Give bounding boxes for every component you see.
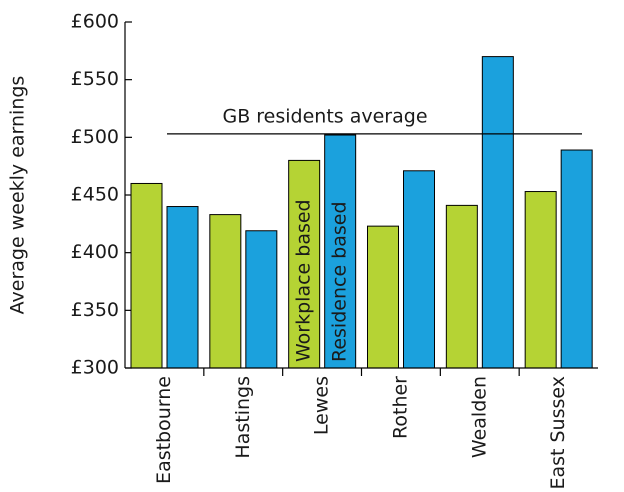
y-tick-label: £500 xyxy=(71,126,119,148)
reference-label: GB residents average xyxy=(222,105,427,127)
y-tick-label: £350 xyxy=(71,299,119,321)
bar xyxy=(560,149,593,369)
x-tick-label: Rother xyxy=(389,376,411,439)
bar xyxy=(367,225,399,369)
x-tick-label: Eastbourne xyxy=(153,376,175,484)
x-tick-label: East Sussex xyxy=(547,376,569,490)
bar xyxy=(445,204,478,369)
x-tick-label: Hastings xyxy=(232,376,254,459)
legend-label: Residence based xyxy=(329,201,351,362)
bar xyxy=(481,56,514,369)
bar xyxy=(209,214,242,369)
y-axis-label: Average weekly earnings xyxy=(7,76,29,315)
y-tick-label: £550 xyxy=(71,68,119,90)
y-tick-label: £450 xyxy=(71,184,119,206)
bar xyxy=(324,134,357,369)
y-tick-label: £400 xyxy=(71,241,119,263)
x-tick-label: Wealden xyxy=(468,376,490,458)
y-tick-label: £600 xyxy=(71,11,119,33)
bar xyxy=(403,170,435,369)
bar xyxy=(524,191,557,369)
bar xyxy=(166,206,199,369)
legend-label: Workplace based xyxy=(293,199,315,362)
x-tick-label: Lewes xyxy=(311,376,333,435)
bar xyxy=(245,230,278,369)
y-tick-label: £300 xyxy=(71,357,119,379)
bar xyxy=(130,182,163,369)
